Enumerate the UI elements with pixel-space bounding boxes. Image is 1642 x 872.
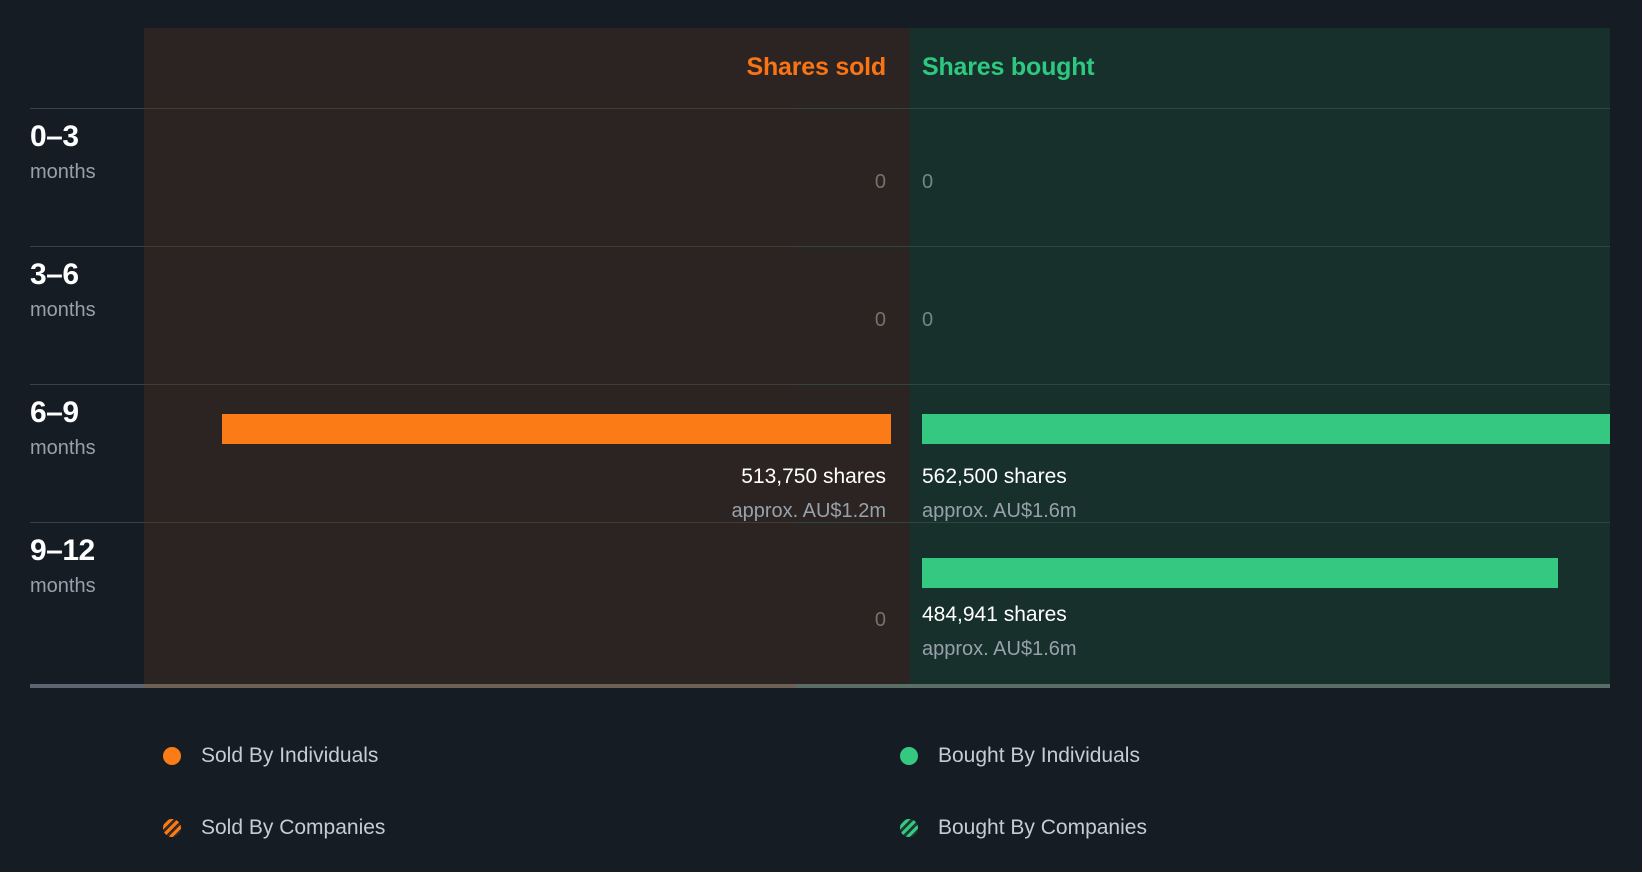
legend-label: Sold By Companies — [201, 816, 386, 839]
row-label-6-9-months: 6–9 months — [30, 396, 140, 459]
shares-bought-header: Shares bought — [922, 53, 1095, 81]
row-range: 6–9 — [30, 396, 79, 429]
legend-item-bought-by-individuals[interactable]: Bought By Individuals — [900, 744, 1140, 768]
row-3-6-sold-value: 0 — [144, 310, 886, 330]
row-unit: months — [30, 299, 96, 321]
row-separator — [30, 108, 1610, 109]
row-label-3-6-months: 3–6 months — [30, 258, 140, 321]
bought-value-text: 0 — [922, 309, 934, 331]
row-range: 9–12 — [30, 534, 95, 567]
legend-label: Bought By Companies — [938, 816, 1147, 839]
bar-bought-6-9-months — [922, 414, 1610, 444]
shares-sold-header: Shares sold — [746, 53, 886, 81]
row-6-9-bought-value: 562,500 shares approx. AU$1.6m — [922, 466, 1612, 521]
axis-baseline — [30, 684, 1610, 688]
row-0-3-bought-value: 0 — [922, 172, 1612, 192]
sold-value-text: 0 — [874, 609, 886, 631]
bought-approx-text: approx. AU$1.6m — [922, 638, 1077, 660]
sold-approx-text: approx. AU$1.2m — [731, 500, 886, 522]
row-unit: months — [30, 161, 96, 183]
bar-sold-6-9-months — [222, 414, 891, 444]
legend-item-bought-by-companies[interactable]: Bought By Companies — [900, 816, 1147, 840]
row-separator — [30, 246, 1610, 247]
row-9-12-sold-value: 0 — [144, 610, 886, 630]
sold-individuals-swatch-icon — [163, 747, 181, 765]
row-separator — [30, 384, 1610, 385]
row-unit: months — [30, 437, 96, 459]
legend-item-sold-by-individuals[interactable]: Sold By Individuals — [163, 744, 378, 768]
row-range: 0–3 — [30, 120, 79, 153]
sold-value-text: 0 — [874, 171, 886, 193]
bought-companies-striped-swatch-icon — [900, 819, 918, 837]
bought-value-text: 484,941 shares — [922, 603, 1067, 626]
bought-value-text: 0 — [922, 171, 934, 193]
bought-individuals-swatch-icon — [900, 747, 918, 765]
row-label-9-12-months: 9–12 months — [30, 534, 140, 597]
row-label-0-3-months: 0–3 months — [30, 120, 140, 183]
sold-value-text: 0 — [874, 309, 886, 331]
row-9-12-bought-value: 484,941 shares approx. AU$1.6m — [922, 604, 1612, 659]
row-unit: months — [30, 575, 96, 597]
legend-label: Sold By Individuals — [201, 744, 379, 767]
row-separator — [30, 522, 1610, 523]
bought-approx-text: approx. AU$1.6m — [922, 500, 1077, 522]
chart-header: Shares sold Shares bought — [144, 28, 1610, 108]
bought-value-text: 562,500 shares — [922, 465, 1067, 488]
bar-bought-9-12-months — [922, 558, 1558, 588]
legend-label: Bought By Individuals — [938, 744, 1140, 767]
shares-sold-column-panel — [144, 28, 910, 684]
row-6-9-sold-value: 513,750 shares approx. AU$1.2m — [144, 466, 886, 521]
row-range: 3–6 — [30, 258, 79, 291]
sold-companies-striped-swatch-icon — [163, 819, 181, 837]
row-3-6-bought-value: 0 — [922, 310, 1612, 330]
sold-value-text: 513,750 shares — [741, 465, 886, 488]
legend-item-sold-by-companies[interactable]: Sold By Companies — [163, 816, 385, 840]
row-0-3-sold-value: 0 — [144, 172, 886, 192]
